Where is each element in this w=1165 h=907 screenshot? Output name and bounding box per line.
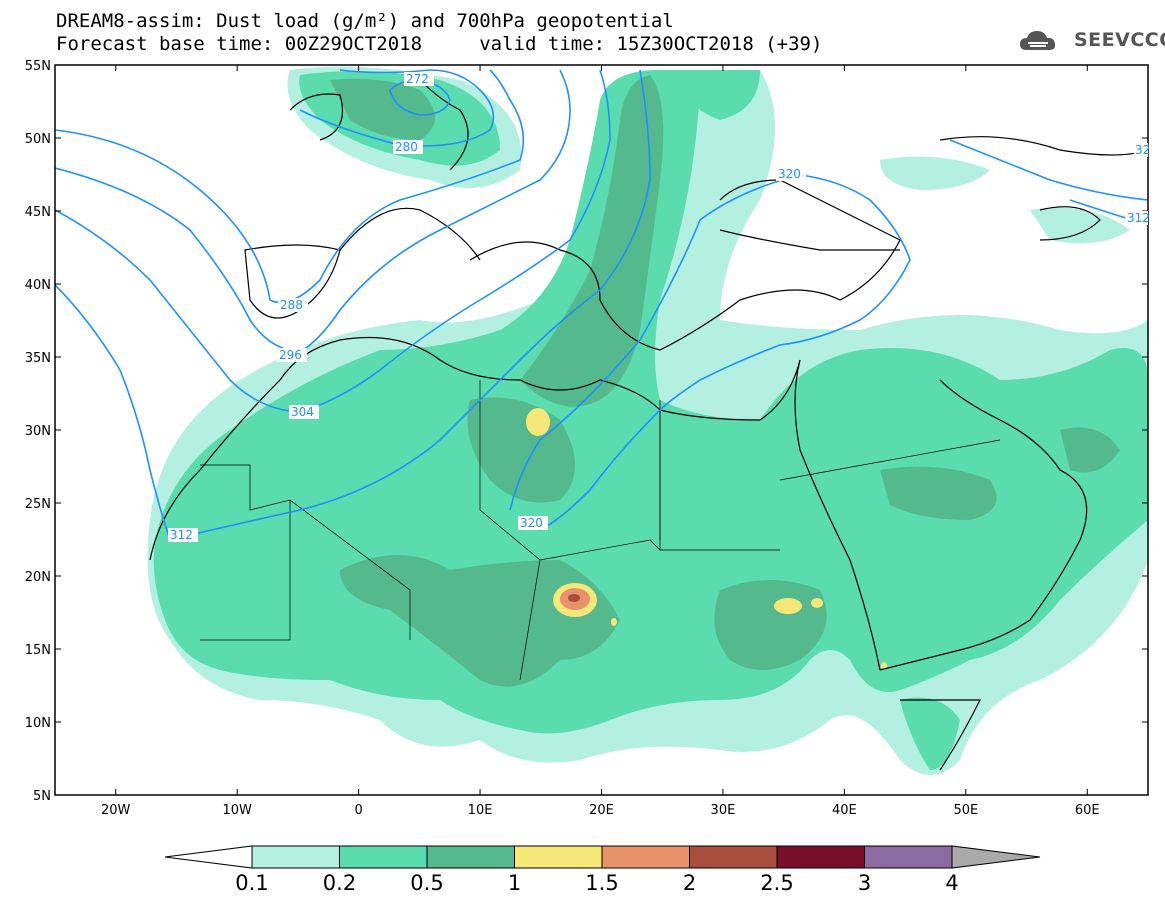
colorbar-over-arrow	[951, 845, 1041, 869]
borders	[200, 380, 1001, 681]
lat-label: 45N	[25, 205, 51, 220]
lat-label: 35N	[25, 351, 51, 366]
colorbar-boxes	[164, 845, 1041, 869]
lon-label: 60E	[1075, 803, 1100, 818]
longitude-labels: 20W 10W 0 10E 20E 30E 40E 50E 60E	[101, 803, 1100, 818]
colorbar-label: 2	[683, 871, 696, 895]
isohypse-label: 272	[406, 72, 429, 86]
lat-label: 10N	[25, 716, 51, 731]
colorbar-label: 4	[945, 871, 958, 895]
colorbar-box	[601, 845, 690, 869]
colorbar-label: 1	[508, 871, 521, 895]
lon-label: 40E	[832, 803, 857, 818]
lat-label: 25N	[25, 497, 51, 512]
colorbar-box	[864, 845, 953, 869]
axis-ticks	[55, 64, 1148, 796]
colorbar-label: 3	[858, 871, 871, 895]
latitude-labels: 55N 50N 45N 40N 35N 30N 25N 20N 15N 10N 5N	[25, 59, 51, 804]
lat-label: 40N	[25, 278, 51, 293]
map-subtitle: Forecast base time: 00Z29OCT2018 valid t…	[56, 33, 823, 55]
colorbar-under-arrow	[164, 845, 253, 869]
isohypse-labels: 272 280 288 296 304 312 320 320 312 32	[168, 72, 1150, 542]
isohypse-label: 304	[291, 405, 314, 419]
lon-label: 50E	[953, 803, 978, 818]
isohypse-label: 288	[280, 298, 303, 312]
lon-label: 0	[354, 803, 362, 818]
colorbar-box	[251, 845, 340, 869]
colorbar-box	[689, 845, 778, 869]
colorbar-box	[514, 845, 603, 869]
colorbar-label: 0.2	[323, 871, 356, 895]
colorbar-label: 2.5	[760, 871, 793, 895]
lon-label: 30E	[711, 803, 736, 818]
isohypse-label: 312	[1127, 211, 1150, 225]
colorbar-label: 0.1	[235, 871, 268, 895]
coastlines	[149, 79, 1148, 771]
isohypse-label: 296	[279, 348, 302, 362]
colorbar-label: 0.5	[410, 871, 443, 895]
dust-field	[55, 66, 1148, 775]
logo-text: SEEVCCC	[1074, 29, 1165, 51]
lat-label: 55N	[25, 59, 51, 74]
isohypse-label: 32	[1135, 143, 1150, 157]
isohypse-label: 320	[778, 167, 801, 181]
lon-label: 10E	[468, 803, 493, 818]
lat-label: 50N	[25, 132, 51, 147]
lat-label: 15N	[25, 643, 51, 658]
colorbar-labels: 0.1 0.2 0.5 1 1.5 2 2.5 3 4	[235, 871, 958, 895]
cloud-logo-icon	[1020, 31, 1056, 50]
colorbar-box	[339, 845, 428, 869]
lon-label: 10W	[222, 803, 252, 818]
colorbar-box	[776, 845, 865, 869]
colorbar-label: 1.5	[585, 871, 618, 895]
isohypse-label: 280	[395, 140, 418, 154]
lon-label: 20W	[101, 803, 131, 818]
lat-label: 20N	[25, 570, 51, 585]
map-title: DREAM8-assim: Dust load (g/m²) and 700hP…	[56, 10, 674, 32]
lat-label: 5N	[33, 789, 51, 804]
colorbar-box	[426, 845, 515, 869]
isohypse-label: 320	[520, 516, 543, 530]
lat-label: 30N	[25, 424, 51, 439]
lon-label: 20E	[589, 803, 614, 818]
isohypse-label: 312	[170, 528, 193, 542]
